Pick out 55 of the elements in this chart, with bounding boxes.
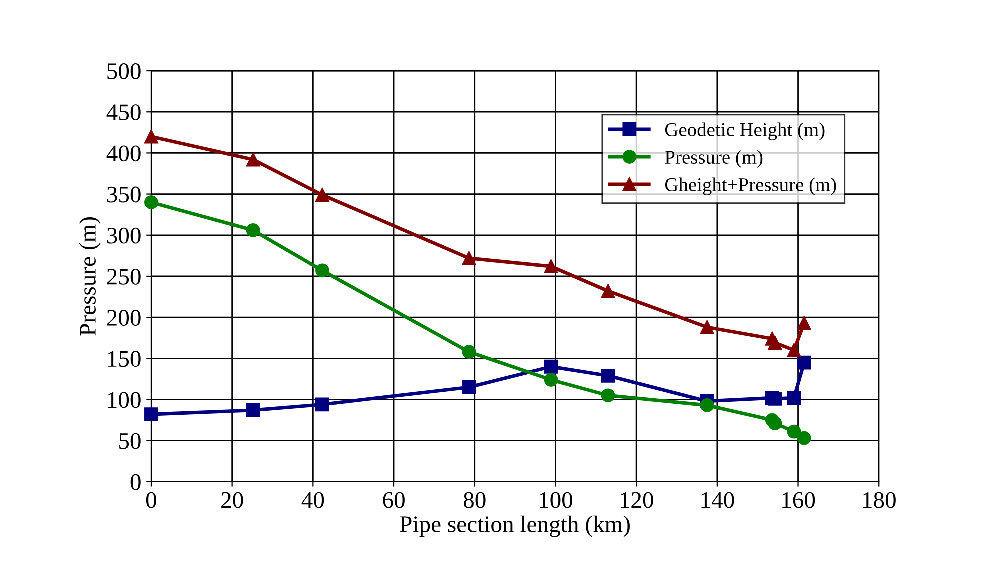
point: [316, 188, 330, 202]
point: [601, 368, 616, 383]
y-tick-label: 350: [107, 186, 141, 203]
x-tick-label: 100: [540, 492, 573, 508]
x-tick-label: 160: [782, 492, 816, 508]
legend-label: Pressure (m): [665, 150, 763, 168]
legend-label: Geodetic Height (m): [665, 122, 825, 140]
point: [462, 345, 476, 360]
x-tick-label: 180: [863, 492, 896, 508]
point: [462, 251, 476, 266]
point: [797, 356, 812, 370]
point: [601, 284, 616, 298]
point: [246, 152, 260, 167]
x-tick-label: 40: [302, 492, 324, 508]
point: [316, 398, 330, 412]
point: [601, 388, 616, 403]
point: [544, 373, 558, 387]
y-axis-title: Pressure (m): [79, 218, 101, 336]
point: [246, 403, 260, 418]
y-tick-label: 100: [108, 392, 141, 408]
point: [144, 130, 158, 144]
x-tick-label: 120: [620, 492, 654, 508]
point: [787, 343, 802, 358]
point: [700, 320, 714, 334]
point: [246, 224, 260, 238]
point: [144, 196, 158, 210]
point: [768, 336, 782, 350]
y-tick-label: 400: [106, 146, 141, 162]
x-tick-label: 20: [222, 492, 244, 508]
point: [768, 392, 782, 406]
y-tick-label: 450: [106, 104, 141, 121]
x-tick-label: 80: [464, 492, 486, 508]
y-tick-label: 250: [107, 268, 141, 285]
point: [768, 416, 782, 431]
point: [797, 316, 812, 330]
point: [544, 260, 558, 274]
y-tick-label: 0: [130, 474, 141, 490]
legend-label: Gheight+Pressure (m): [665, 178, 836, 196]
point: [787, 424, 802, 439]
point: [700, 398, 714, 412]
point: [787, 391, 802, 406]
point: [144, 408, 158, 422]
point: [316, 264, 330, 278]
y-tick-label: 50: [120, 433, 141, 450]
x-axis-title: Pipe section length (km): [400, 516, 630, 538]
y-tick-label: 150: [108, 351, 141, 368]
y-tick-label: 300: [107, 228, 141, 244]
x-tick-label: 60: [383, 492, 405, 508]
point: [544, 360, 558, 374]
point: [462, 380, 476, 394]
x-tick-label: 140: [702, 492, 734, 508]
y-tick-label: 500: [108, 64, 141, 80]
point: [797, 431, 812, 446]
y-tick-label: 200: [107, 310, 141, 326]
x-tick-label: 0: [146, 492, 156, 508]
